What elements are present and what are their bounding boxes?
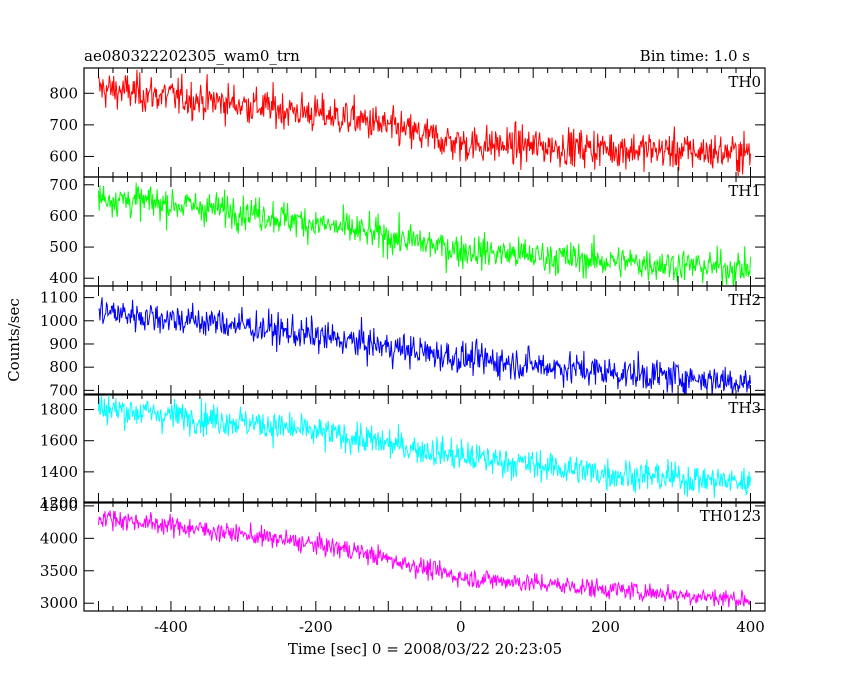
chart-title: ae080322202305_wam0_trn bbox=[84, 47, 300, 65]
panel-label-th0123: TH0123 bbox=[700, 507, 761, 525]
y-tick-label: 900 bbox=[49, 335, 78, 353]
series-line-th0123 bbox=[97, 510, 751, 609]
y-tick-label: 3500 bbox=[40, 562, 78, 580]
bin-time-label: Bin time: 1.0 s bbox=[640, 47, 750, 65]
y-tick-label: 700 bbox=[49, 176, 78, 194]
y-tick-label: 4000 bbox=[40, 529, 78, 547]
x-tick-label: 0 bbox=[456, 618, 466, 636]
panel-frame-th0123 bbox=[83, 501, 766, 612]
series-line-th0 bbox=[97, 69, 752, 177]
x-tick-label: 400 bbox=[736, 618, 765, 636]
y-tick-label: 1800 bbox=[40, 401, 78, 419]
x-axis-title: Time [sec] 0 = 2008/03/22 20:23:05 bbox=[288, 640, 562, 658]
y-tick-label: 700 bbox=[49, 116, 78, 134]
panel-frame-th3 bbox=[83, 393, 766, 504]
y-tick-label: 3000 bbox=[40, 594, 78, 612]
y-tick-label: 600 bbox=[49, 207, 78, 225]
x-tick-label: 200 bbox=[591, 618, 620, 636]
y-tick-label: 1600 bbox=[40, 432, 78, 450]
x-tick-label: -200 bbox=[299, 618, 333, 636]
y-tick-label: 4500 bbox=[40, 497, 78, 515]
series-line-th1 bbox=[97, 182, 752, 286]
y-tick-label: 1400 bbox=[40, 463, 78, 481]
y-tick-label: 800 bbox=[49, 358, 78, 376]
panel-frame-th2 bbox=[83, 285, 766, 396]
series-line-th3 bbox=[97, 395, 752, 499]
y-tick-label: 500 bbox=[49, 238, 78, 256]
panels-group: 600 700 800 TH0 400 500 600 700 TH1 700 800 900 1000… bbox=[40, 67, 766, 636]
panel-label-th2: TH2 bbox=[728, 291, 761, 309]
y-tick-label: 600 bbox=[49, 147, 78, 165]
y-tick-label: 1000 bbox=[40, 312, 78, 330]
y-axis-title: Counts/sec bbox=[5, 298, 23, 382]
panel-label-th1: TH1 bbox=[728, 182, 761, 200]
y-tick-label: 400 bbox=[49, 269, 78, 287]
y-tick-label: 700 bbox=[49, 381, 78, 399]
x-tick-label: -400 bbox=[154, 618, 188, 636]
panel-label-th3: TH3 bbox=[728, 399, 761, 417]
y-tick-label: 1200 bbox=[40, 494, 78, 512]
y-tick-label: 800 bbox=[49, 84, 78, 102]
y-tick-label: 1100 bbox=[40, 289, 78, 307]
panel-label-th0: TH0 bbox=[728, 73, 761, 91]
series-line-th2 bbox=[98, 297, 752, 395]
